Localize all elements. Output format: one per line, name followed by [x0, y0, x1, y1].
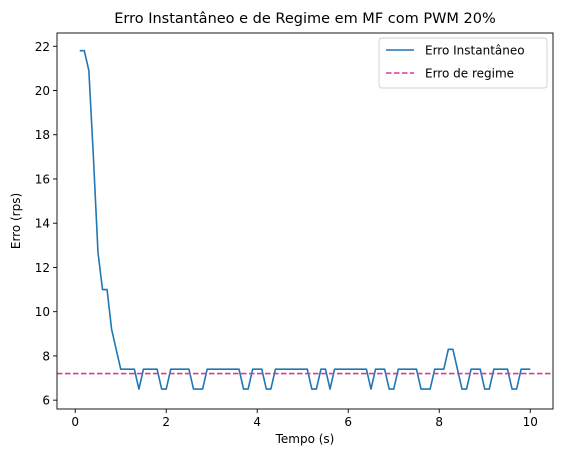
x-tick-label: 2: [162, 415, 170, 429]
x-tick-label: 8: [435, 415, 443, 429]
x-axis: 0 2 4 6 8 10: [71, 409, 538, 429]
y-tick-label: 20: [35, 84, 50, 98]
plot-frame: [56, 32, 554, 410]
legend-label-regime: Erro de regime: [425, 67, 514, 81]
x-tick-label: 6: [344, 415, 352, 429]
x-axis-label: Tempo (s): [275, 432, 335, 446]
x-tick-label: 0: [71, 415, 79, 429]
legend: Erro Instantâneo Erro de regime: [378, 37, 548, 89]
series-line-erro-instantaneo: [79, 49, 531, 390]
legend-box: [378, 37, 548, 89]
legend-label-instantaneo: Erro Instantâneo: [425, 44, 525, 58]
y-tick-label: 10: [35, 305, 50, 319]
chart-title: Erro Instantâneo e de Regime em MF com P…: [114, 11, 496, 27]
y-tick-label: 18: [35, 128, 50, 142]
y-tick-label: 22: [35, 40, 50, 54]
y-tick-label: 16: [35, 172, 50, 186]
y-axis: 6 8 10 12 14 16 18 20 22: [35, 40, 57, 408]
y-tick-label: 8: [42, 349, 50, 363]
x-tick-label: 4: [253, 415, 261, 429]
x-tick-label: 10: [523, 415, 538, 429]
y-tick-label: 6: [42, 394, 50, 408]
y-tick-label: 14: [35, 217, 50, 231]
y-tick-label: 12: [35, 261, 50, 275]
y-axis-label: Erro (rps): [9, 193, 23, 249]
